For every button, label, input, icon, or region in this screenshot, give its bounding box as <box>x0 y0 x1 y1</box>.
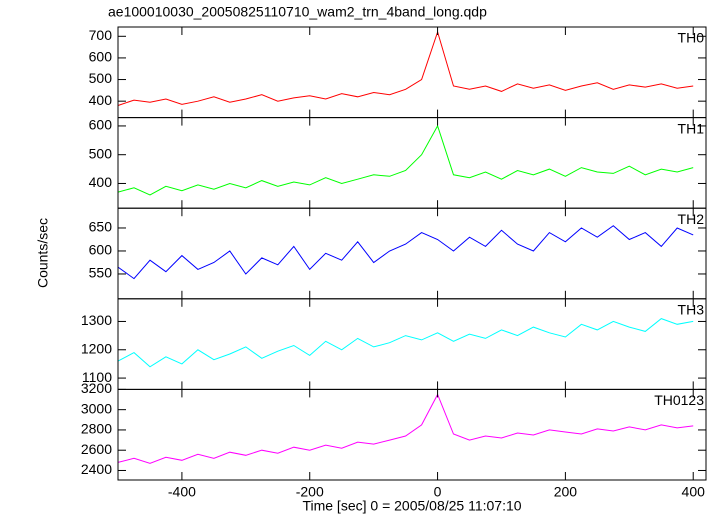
y-tick-label: 2600 <box>81 441 112 457</box>
x-axis-label: Time [sec] 0 = 2005/08/25 11:07:10 <box>302 498 521 514</box>
light-curve <box>117 225 694 280</box>
y-tick-label: 600 <box>89 242 113 258</box>
light-curve <box>117 124 694 196</box>
panel-label: TH2 <box>678 211 705 227</box>
panel-frame <box>117 298 707 390</box>
panel-frame <box>117 26 707 119</box>
x-tick-label: 200 <box>554 484 578 500</box>
x-tick-label: -400 <box>168 484 196 500</box>
x-tick-label: 400 <box>682 484 706 500</box>
y-tick-label: 1300 <box>81 312 112 328</box>
light-curve <box>117 393 694 464</box>
light-curve <box>117 318 694 368</box>
panel-label: TH3 <box>678 302 705 318</box>
y-tick-label: 1100 <box>82 369 112 385</box>
x-tick-label: 0 <box>434 484 442 500</box>
light-curve <box>117 30 694 106</box>
y-tick-label: 600 <box>89 49 113 65</box>
y-axis-label: Counts/sec <box>35 218 51 288</box>
y-tick-label: 3000 <box>81 400 112 416</box>
y-tick-label: 650 <box>89 219 113 235</box>
y-tick-label: 700 <box>89 27 113 43</box>
x-tick-label: -200 <box>296 484 324 500</box>
y-tick-label: 3200 <box>81 380 112 396</box>
y-tick-label: 1200 <box>81 340 112 356</box>
panel-label: TH0 <box>678 30 705 46</box>
y-tick-label: 500 <box>89 145 113 161</box>
y-tick-label: 2800 <box>81 421 112 437</box>
panel-label: TH1 <box>678 120 705 136</box>
panel-frame <box>117 388 707 481</box>
panel-label: TH0123 <box>654 392 704 408</box>
y-tick-label: 500 <box>89 70 113 86</box>
panel-frame <box>117 207 707 300</box>
panel-frame <box>117 117 707 209</box>
y-tick-label: 550 <box>89 265 113 281</box>
y-tick-label: 400 <box>89 174 113 190</box>
y-tick-label: 400 <box>89 92 113 108</box>
chart-title: ae100010030_20050825110710_wam2_trn_4ban… <box>108 4 487 20</box>
y-tick-label: 2400 <box>81 461 112 477</box>
y-tick-label: 600 <box>89 117 113 133</box>
